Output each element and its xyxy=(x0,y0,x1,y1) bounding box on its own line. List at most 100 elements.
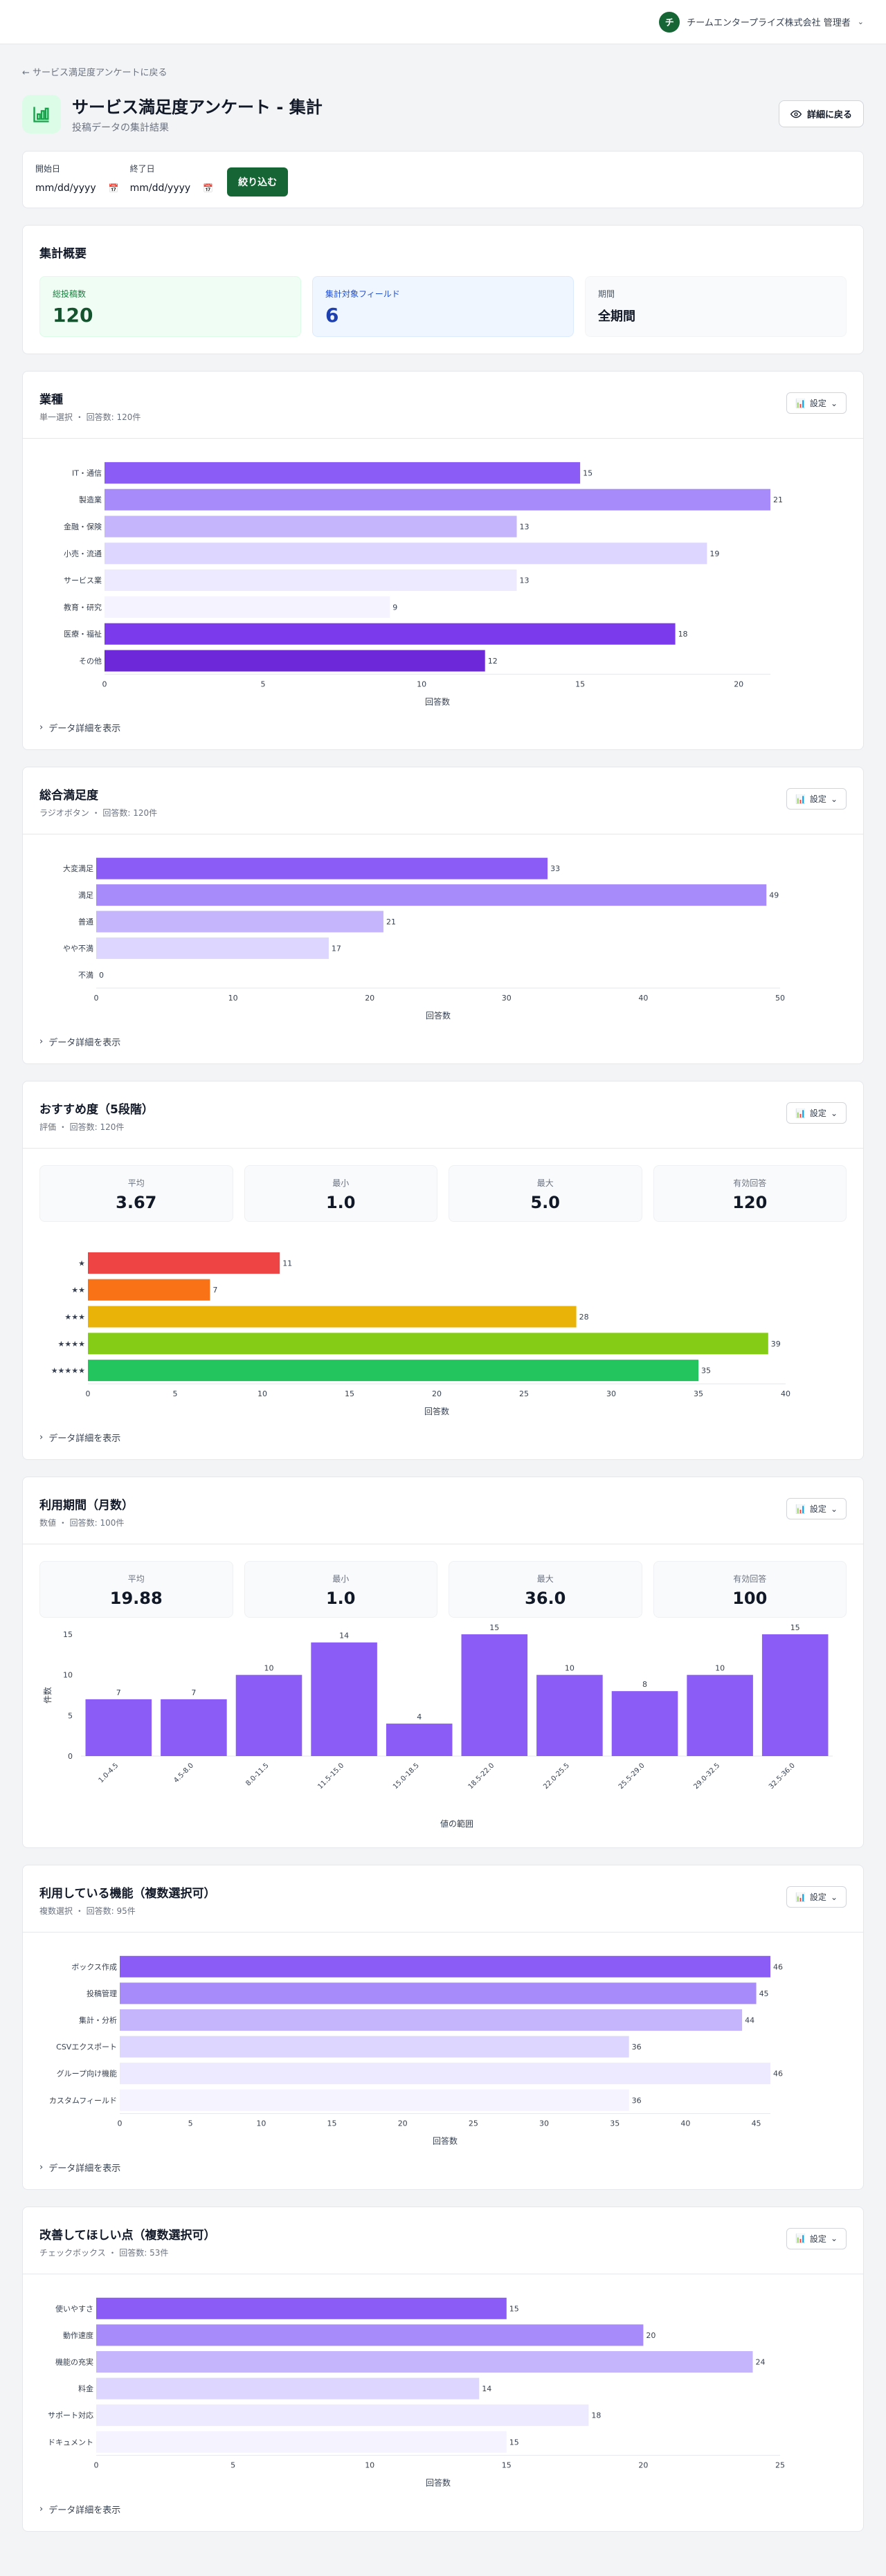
category-label: ドキュメント xyxy=(48,2438,93,2447)
chevron-down-icon: ⌄ xyxy=(830,1504,838,1514)
y-tick-label: 5 xyxy=(68,1712,73,1721)
industry-chart: IT・通信 15 製造業 21 金融・保険 13 小売・流通 19 サービス業 13 教育・研究 9 医… xyxy=(64,462,783,706)
question-title: おすすめ度（5段階） xyxy=(39,1103,154,1117)
settings-button[interactable]: 📊 設定 ⌄ xyxy=(786,788,847,810)
bar-chart-icon xyxy=(22,94,61,134)
back-link[interactable]: ← サービス満足度アンケートに戻る xyxy=(22,68,168,78)
x-tick-label: 45 xyxy=(752,2119,761,2128)
category-label: 使いやすさ xyxy=(55,2304,93,2313)
stat-label: 平均 xyxy=(127,1178,145,1189)
details-toggle[interactable]: › データ詳細を表示 xyxy=(23,1423,863,1459)
value-label: 7 xyxy=(213,1286,217,1295)
value-label: 17 xyxy=(332,944,341,953)
bar xyxy=(536,1675,603,1757)
page-title: サービス満足度アンケート - 集計 xyxy=(72,98,323,117)
bar xyxy=(235,1675,302,1757)
settings-button[interactable]: 📊 設定 ⌄ xyxy=(786,2227,847,2249)
question-card-industry: 業種 単一選択 ・ 回答数: 120件 📊 設定 ⌄ IT・通信 15 製造業 21 金融・… xyxy=(22,371,864,751)
bar xyxy=(96,858,548,880)
details-toggle[interactable]: › データ詳細を表示 xyxy=(23,713,863,749)
bar xyxy=(105,515,517,538)
settings-label: 設定 xyxy=(809,794,826,805)
question-card-features: 利用している機能（複数選択可） 複数選択 ・ 回答数: 95件 📊 設定 ⌄ ボック… xyxy=(22,1865,864,2190)
stat-label: 平均 xyxy=(127,1574,145,1584)
summary-card: 集計概要 総投稿数 120 集計対象フィールド 6 期間 全期間 xyxy=(22,225,864,354)
chevron-down-icon: ⌄ xyxy=(830,2234,838,2244)
details-toggle[interactable]: › データ詳細を表示 xyxy=(23,2494,863,2531)
satisfaction-chart: 大変満足 33 満足 49 普通 21 やや不満 17 不満 0 0 10 20 30 40 50 回答数 xyxy=(63,858,785,1021)
back-to-detail-button[interactable]: 詳細に戻る xyxy=(778,100,864,127)
x-tick-label: 0 xyxy=(94,994,99,1003)
value-label: 21 xyxy=(386,917,396,926)
x-axis-label: 回答数 xyxy=(426,2478,451,2488)
question-card-improve: 改善してほしい点（複数選択可） チェックボックス ・ 回答数: 53件 📊 設定 ⌄… xyxy=(22,2206,864,2532)
improve-chart: 使いやすさ 15 動作速度 20 機能の充実 24 料金 14 サポート対応 18 ドキュメント 15… xyxy=(48,2297,785,2488)
x-tick-label: 15 xyxy=(575,679,585,688)
stat-label: 有効回答 xyxy=(733,1574,767,1584)
settings-button[interactable]: 📊 設定 ⌄ xyxy=(786,1102,847,1124)
x-tick-label: 5 xyxy=(261,679,266,688)
category-label: ★★ xyxy=(71,1286,85,1295)
stat-value: 100 xyxy=(732,1589,768,1609)
x-tick-label: 5 xyxy=(188,2119,193,2128)
user-menu[interactable]: チ チームエンタープライズ株式会社 管理者 ⌄ xyxy=(659,11,864,33)
recommend-chart: ★ 11 ★★ 7 ★★★ 28 ★★★★ 39 ★★★★★ 35 0 5 10 15 20 25 30 35 40… xyxy=(51,1252,790,1416)
value-label: 28 xyxy=(579,1313,589,1322)
bar xyxy=(88,1333,768,1355)
settings-button[interactable]: 📊 設定 ⌄ xyxy=(786,1498,847,1520)
end-date-input[interactable]: mm/dd/yyyy 📅 xyxy=(130,180,214,197)
value-label: 15 xyxy=(489,1623,499,1632)
start-date-input[interactable]: mm/dd/yyyy 📅 xyxy=(35,180,119,197)
category-label: 普通 xyxy=(78,917,93,926)
fields-value: 6 xyxy=(325,304,339,327)
category-label: ★★★★ xyxy=(58,1340,86,1349)
x-tick-label: 0 xyxy=(86,1389,91,1398)
question-meta: 評価 ・ 回答数: 120件 xyxy=(39,1122,125,1133)
details-toggle[interactable]: › データ詳細を表示 xyxy=(23,1027,863,1063)
bar xyxy=(96,911,383,933)
question-title: 改善してほしい点（複数選択可） xyxy=(39,2228,216,2242)
x-axis-label: 回答数 xyxy=(426,1010,451,1021)
category-label: 集計・分析 xyxy=(79,2016,117,2025)
x-tick-label: 10 xyxy=(257,1389,267,1398)
category-label: 大変満足 xyxy=(63,864,93,874)
settings-button[interactable]: 📊 設定 ⌄ xyxy=(786,392,847,414)
value-label: 19 xyxy=(709,549,719,558)
calendar-icon[interactable]: 📅 xyxy=(203,183,214,193)
bar xyxy=(120,2063,770,2085)
chevron-right-icon: › xyxy=(39,722,44,733)
x-tick-label: 25 xyxy=(469,2119,478,2128)
question-meta: チェックボックス ・ 回答数: 53件 xyxy=(39,2247,169,2258)
stat-box: 平均 19.88 xyxy=(39,1561,233,1618)
bar xyxy=(96,2404,589,2427)
page-subtitle: 投稿データの集計結果 xyxy=(72,122,169,134)
details-toggle[interactable]: › データ詳細を表示 xyxy=(23,2153,863,2189)
category-label: IT・通信 xyxy=(72,468,102,477)
stat-value: 3.67 xyxy=(116,1193,157,1213)
value-label: 10 xyxy=(715,1664,725,1673)
summary-title: 集計概要 xyxy=(39,247,87,261)
x-tick-label: 15 xyxy=(345,1389,354,1398)
fields-label: 集計対象フィールド xyxy=(325,289,400,299)
bar xyxy=(120,1956,770,1978)
category-label: 製造業 xyxy=(79,495,102,504)
x-tick-label: 0 xyxy=(94,2461,99,2470)
bar xyxy=(88,1306,577,1328)
value-label: 8 xyxy=(642,1681,647,1690)
period-label: 期間 xyxy=(598,289,615,299)
question-title: 業種 xyxy=(39,393,63,407)
calendar-icon[interactable]: 📅 xyxy=(108,183,119,193)
x-tick-label: 30 xyxy=(606,1389,616,1398)
total-posts-label: 総投稿数 xyxy=(53,289,87,299)
apply-filter-button[interactable]: 絞り込む xyxy=(227,167,289,197)
bar xyxy=(96,938,329,960)
chart-icon: 📊 xyxy=(795,398,806,408)
stat-value: 120 xyxy=(732,1193,768,1213)
user-name: チームエンタープライズ株式会社 管理者 xyxy=(687,18,851,28)
x-tick-label: 20 xyxy=(638,2461,648,2470)
top-bar: チ チームエンタープライズ株式会社 管理者 ⌄ xyxy=(0,0,886,44)
settings-button[interactable]: 📊 設定 ⌄ xyxy=(786,1886,847,1908)
stat-box: 有効回答 120 xyxy=(653,1165,847,1223)
fields-box: 集計対象フィールド 6 xyxy=(312,276,574,337)
bar xyxy=(88,1279,210,1301)
